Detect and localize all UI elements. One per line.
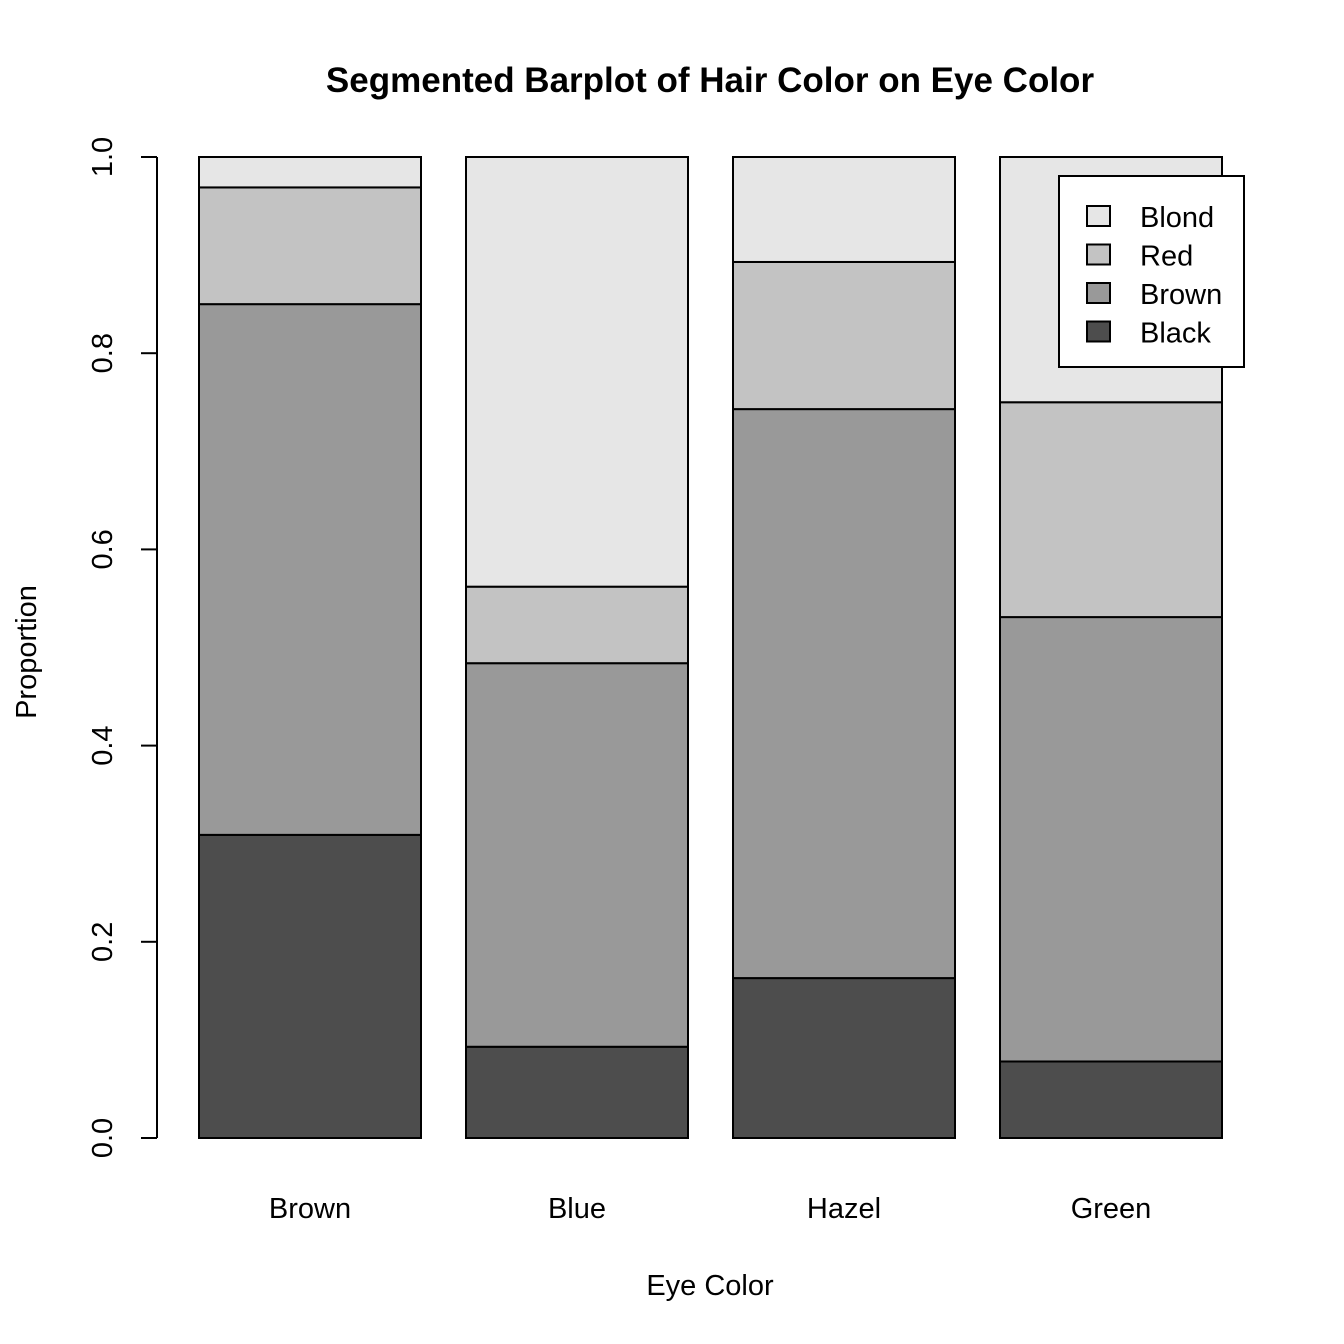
y-tick-label: 0.8 bbox=[87, 333, 119, 373]
bar-brown-red bbox=[198, 186, 422, 306]
y-tick-label: 0.4 bbox=[87, 725, 119, 765]
legend-label-red: Red bbox=[1140, 241, 1193, 273]
x-tick-label: Green bbox=[1071, 1193, 1152, 1225]
legend-label-blond: Blond bbox=[1140, 202, 1214, 234]
bar-blue-blond bbox=[465, 156, 689, 588]
bar-hazel-red bbox=[732, 260, 956, 411]
y-axis: 0.0 0.2 0.4 0.6 0.8 1.0 bbox=[87, 137, 158, 1158]
bar-green-brown bbox=[999, 616, 1223, 1063]
y-tick-label: 1.0 bbox=[87, 137, 119, 177]
x-tick-label: Hazel bbox=[807, 1193, 881, 1225]
bar-hazel-black bbox=[732, 977, 956, 1139]
chart-title: Segmented Barplot of Hair Color on Eye C… bbox=[326, 61, 1095, 100]
x-axis-label: Eye Color bbox=[646, 1270, 774, 1302]
y-axis-label: Proportion bbox=[11, 585, 43, 719]
legend-swatch-blond bbox=[1086, 205, 1111, 227]
bars-group bbox=[198, 156, 1223, 1140]
legend-label-black: Black bbox=[1140, 318, 1211, 350]
bar-hazel-brown bbox=[732, 408, 956, 980]
bar-brown-black bbox=[198, 833, 422, 1139]
bar-hazel-blond bbox=[732, 156, 956, 263]
bar-green-red bbox=[999, 401, 1223, 619]
x-axis: Brown Blue Hazel Green bbox=[269, 1193, 1151, 1225]
bar-brown-brown bbox=[198, 303, 422, 836]
legend-swatch-brown bbox=[1086, 282, 1111, 304]
y-tick-label: 0.2 bbox=[87, 922, 119, 962]
bar-blue-red bbox=[465, 585, 689, 665]
legend-swatch-black bbox=[1086, 320, 1111, 343]
legend: Blond Red Brown Black bbox=[1058, 175, 1245, 368]
bar-green-black bbox=[999, 1060, 1223, 1140]
legend-swatch-red bbox=[1086, 243, 1111, 266]
y-tick-label: 0.0 bbox=[87, 1118, 119, 1158]
bar-brown-blond bbox=[198, 156, 422, 189]
y-tick-label: 0.6 bbox=[87, 529, 119, 569]
bar-blue-black bbox=[465, 1045, 689, 1139]
bar-blue-brown bbox=[465, 662, 689, 1048]
legend-label-brown: Brown bbox=[1140, 279, 1222, 311]
x-tick-label: Blue bbox=[548, 1193, 606, 1225]
x-tick-label: Brown bbox=[269, 1193, 351, 1225]
